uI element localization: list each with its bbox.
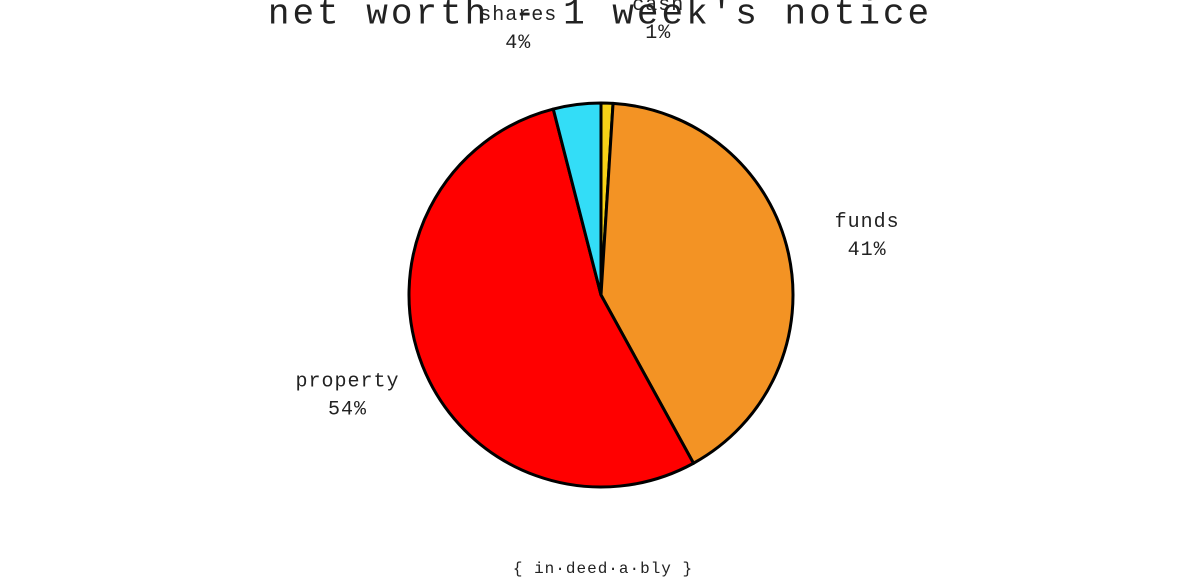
slice-value-label: 4% [505,32,531,55]
chart-title: net worth - 1 week's notice [268,0,932,35]
pie-slice [407,107,695,489]
slice-value-label: 54% [328,399,367,422]
footer: { in·deed·a·bly } [513,560,693,578]
slice-label: cash [632,0,684,17]
pie-slice [551,101,603,297]
pie-slice [599,101,795,465]
slice-value-label: 41% [848,239,887,262]
slice-value-label: 1% [645,22,671,45]
slice-label: property [295,371,399,394]
slice-label: shares [479,4,557,27]
slice-label: funds [835,211,900,234]
